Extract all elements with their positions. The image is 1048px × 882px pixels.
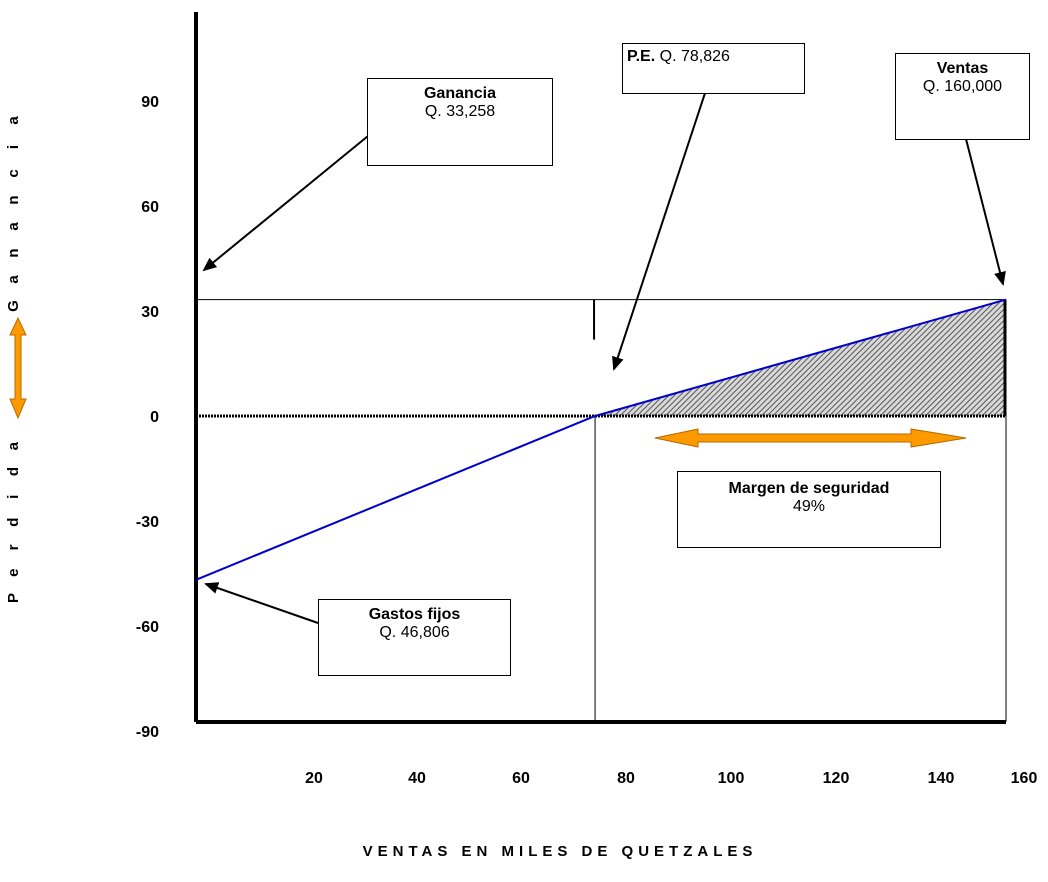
ventas-pointer-arrow xyxy=(965,138,1006,286)
y-tick-label: 30 xyxy=(141,304,159,321)
pe-annotation-box: P.E. Q. 78,826 xyxy=(622,43,805,94)
ylabel-letter: i xyxy=(5,145,22,149)
x-axis-title: VENTAS EN MILES DE QUETZALES xyxy=(363,843,758,860)
pe-pointer-arrow xyxy=(612,80,710,371)
y-tick-label: 0 xyxy=(150,409,159,426)
y-tick-label: -60 xyxy=(136,619,159,636)
ventas-title: Ventas xyxy=(936,60,989,77)
ganancia-pointer-arrow xyxy=(202,135,369,272)
ylabel-letter: G xyxy=(5,300,22,312)
ganancia-perdida-arrow xyxy=(9,316,27,420)
ylabel-letter: i xyxy=(5,495,22,499)
ylabel-letter: a xyxy=(5,116,22,125)
y-tick-label: 90 xyxy=(141,94,159,111)
x-tick-label: 80 xyxy=(617,770,635,787)
result-line xyxy=(195,298,1007,581)
margen-seguridad-arrow xyxy=(654,428,967,448)
ylabel-letter: P xyxy=(5,593,22,603)
x-tick-label: 120 xyxy=(823,770,850,787)
gastos-annotation-box: Gastos fijos Q. 46,806 xyxy=(318,599,511,676)
ylabel-letter: d xyxy=(5,518,22,527)
ylabel-letter: r xyxy=(5,544,22,550)
x-tick-label: 20 xyxy=(305,770,323,787)
y-tick-label: 60 xyxy=(141,199,159,216)
pe-value: Q. 78,826 xyxy=(659,48,730,65)
x-tick-label: 100 xyxy=(718,770,745,787)
ylabel-letter: a xyxy=(5,275,22,284)
x-tick-label: 160 xyxy=(1011,770,1038,787)
ganancia-value: Q. 33,258 xyxy=(424,103,496,120)
ylabel-letter: d xyxy=(5,467,22,476)
y-tick-label: -90 xyxy=(136,724,159,741)
gastos-pointer-arrow xyxy=(204,582,319,624)
gastos-value: Q. 46,806 xyxy=(379,624,450,641)
ventas-annotation-box: Ventas Q. 160,000 xyxy=(895,53,1030,140)
margen-title: Margen de seguridad xyxy=(728,480,890,497)
ylabel-perdida: Pe r d i d a xyxy=(5,441,22,603)
ventas-value: Q. 160,000 xyxy=(922,78,1003,95)
ylabel-letter: a xyxy=(5,441,22,450)
x-tick-label: 60 xyxy=(512,770,530,787)
margen-annotation-box: Margen de seguridad 49% xyxy=(677,471,941,548)
ylabel-ganancia: Ga n a n c i a xyxy=(5,116,22,312)
ylabel-letter: c xyxy=(5,169,22,177)
pe-title: P.E. xyxy=(627,48,656,65)
ylabel-letter: a xyxy=(5,222,22,231)
ganancia-annotation-box: Ganancia Q. 33,258 xyxy=(367,78,553,166)
ylabel-letter: n xyxy=(5,195,22,204)
ylabel-letter: n xyxy=(5,248,22,257)
margen-value: 49% xyxy=(792,498,826,515)
ylabel-letter: e xyxy=(5,569,22,577)
x-tick-label: 140 xyxy=(928,770,955,787)
x-tick-label: 40 xyxy=(408,770,426,787)
y-tick-label: -30 xyxy=(136,514,159,531)
ganancia-title: Ganancia xyxy=(423,85,497,102)
gastos-title: Gastos fijos xyxy=(368,606,461,623)
